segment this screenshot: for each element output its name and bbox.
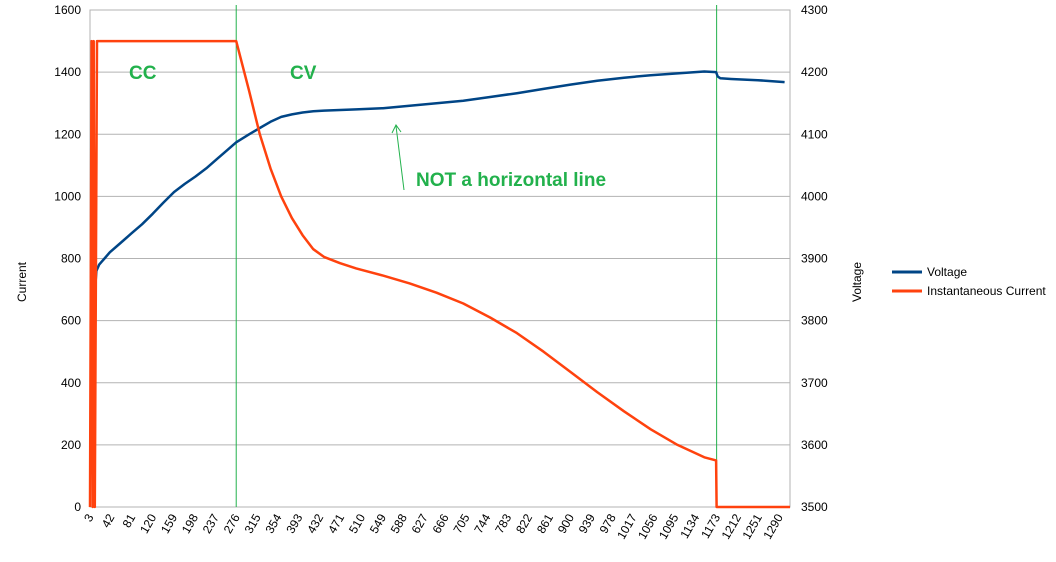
x-tick-label: 354 (262, 511, 284, 536)
current-line (88, 39, 790, 509)
x-tick-label: 783 (492, 511, 514, 536)
annotation-arrow (391, 124, 405, 191)
left-tick-label: 1000 (54, 189, 81, 203)
x-tick-label: 1017 (614, 511, 640, 541)
left-axis-title: Current (15, 261, 29, 302)
x-tick-labels: 3 42 8112015919823727631535439343247151054… (81, 511, 786, 541)
right-y-tick-labels: 3500 3600 3700 3800 3900 4000 4100 4200 4300 (801, 3, 828, 514)
x-tick-label: 861 (534, 511, 556, 536)
legend-voltage-label: Voltage (927, 265, 967, 279)
x-tick-label: 822 (513, 511, 535, 536)
legend: Voltage Instantaneous Current (892, 265, 1046, 298)
x-tick-label: 1251 (740, 511, 766, 541)
x-tick-label: 705 (450, 511, 472, 536)
phase-markers (235, 5, 718, 507)
left-tick-label: 400 (61, 376, 81, 390)
x-tick-label: 1290 (760, 511, 786, 541)
x-tick-label: 393 (283, 511, 305, 536)
x-tick-label: 81 (120, 511, 139, 530)
left-tick-label: 800 (61, 252, 81, 266)
annotation-note: NOT a horizontal line (416, 170, 606, 191)
x-tick-label: 432 (304, 511, 326, 536)
x-tick-label: 1056 (635, 511, 661, 541)
left-tick-label: 600 (61, 314, 81, 328)
x-tick-label: 120 (137, 511, 159, 536)
x-tick-label: 315 (242, 511, 264, 536)
left-y-tick-labels: 0 200 400 600 800 1000 1200 1400 1600 (54, 3, 81, 514)
series-lines (88, 39, 790, 509)
x-tick-label: 666 (430, 511, 452, 536)
right-tick-label: 4300 (801, 3, 828, 17)
x-tick-label: 1173 (698, 511, 723, 541)
x-tick-label: 237 (200, 511, 222, 536)
gridlines (90, 9, 790, 508)
left-tick-label: 0 (74, 500, 81, 514)
right-tick-label: 4000 (801, 189, 828, 203)
x-tick-label: 1095 (656, 511, 682, 541)
x-tick-label: 198 (179, 511, 201, 536)
x-tick-label: 510 (346, 511, 368, 536)
cc-label: CC (129, 63, 157, 84)
x-tick-label: 42 (99, 511, 118, 530)
left-tick-label: 200 (61, 438, 81, 452)
x-tick-label: 744 (471, 511, 493, 536)
x-tick-label: 276 (221, 511, 243, 536)
right-tick-label: 3500 (801, 500, 828, 514)
left-tick-label: 1600 (54, 3, 81, 17)
x-tick-label: 939 (576, 511, 598, 536)
right-tick-label: 3600 (801, 438, 828, 452)
voltage-line (89, 70, 785, 324)
x-tick-label: 3 (81, 511, 97, 524)
x-tick-label: 1134 (677, 511, 702, 541)
cv-label: CV (290, 63, 317, 84)
x-tick-label: 549 (367, 511, 389, 536)
x-tick-label: 588 (388, 511, 410, 536)
x-tick-label: 159 (158, 511, 180, 536)
right-tick-label: 3900 (801, 252, 828, 266)
x-tick-label: 471 (325, 511, 347, 536)
right-tick-label: 3700 (801, 376, 828, 390)
left-tick-label: 1200 (54, 127, 81, 141)
legend-current-label: Instantaneous Current (927, 284, 1046, 298)
right-tick-label: 3800 (801, 314, 828, 328)
x-tick-label: 1212 (719, 511, 745, 541)
right-axis-title: Voltage (850, 262, 864, 302)
left-tick-label: 1400 (54, 65, 81, 79)
x-tick-label: 900 (555, 511, 577, 536)
x-tick-label: 627 (409, 511, 431, 536)
right-tick-label: 4100 (801, 127, 828, 141)
right-tick-label: 4200 (801, 65, 828, 79)
